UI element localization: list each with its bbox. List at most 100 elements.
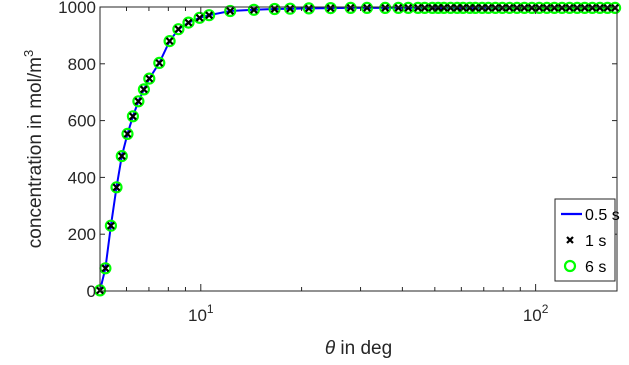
axes-box (99, 6, 618, 292)
data-point-6s (503, 1, 516, 15)
y-axis-superscript: 3 (21, 50, 36, 57)
data-point-6s (533, 1, 546, 15)
data-point-1s (123, 129, 132, 138)
legend: 0.5 s 1 s 6 s (554, 198, 620, 282)
y-tick-label: 200 (68, 225, 96, 244)
data-point-6s (132, 95, 145, 108)
x-tick-label: 102 (523, 302, 549, 325)
legend-x-marker-swatch (566, 236, 574, 244)
data-point-6s (224, 4, 237, 18)
data-point-1s (346, 3, 355, 12)
data-point-1s (145, 74, 154, 83)
data-point-1s (117, 152, 126, 161)
data-point-6s (510, 1, 524, 15)
data-point-1s (174, 25, 183, 34)
data-point-6s (601, 1, 614, 15)
data-point-1s (128, 112, 137, 121)
data-point-6s (153, 56, 166, 70)
data-point-6s (172, 23, 185, 36)
data-point-6s (110, 181, 123, 194)
data-point-1s (363, 3, 372, 12)
data-point-1s (195, 13, 204, 22)
data-point-6s (203, 9, 216, 22)
data-point-1s (558, 3, 566, 12)
data-point-1s (112, 183, 121, 192)
y-axis-label: concentration in mol/m3 (21, 50, 46, 248)
data-point-1s (595, 3, 604, 12)
data-point-1s (101, 264, 110, 273)
x-tick-label: 101 (188, 302, 214, 325)
data-point-6s (247, 3, 260, 16)
data-point-6s (496, 1, 509, 15)
data-point-6s (104, 219, 118, 232)
data-point-1s (550, 3, 559, 12)
data-point-1s (106, 221, 115, 230)
data-point-1s (404, 3, 413, 12)
data-point-1s (573, 3, 582, 12)
y-axis-text: concentration in mol/m (25, 57, 46, 248)
data-point-1s (513, 3, 521, 12)
data-point-1s (304, 4, 313, 13)
data-point-1s (134, 97, 143, 106)
y-tick-label: 600 (68, 112, 96, 131)
data-point-1s (491, 3, 500, 12)
data-point-1s (535, 3, 544, 12)
y-tick-label: 800 (68, 55, 96, 74)
data-point-1s (484, 3, 493, 12)
data-point-6s (525, 1, 539, 15)
data-point-1s (520, 3, 529, 12)
data-point-6s (608, 1, 622, 15)
data-point-6s (379, 1, 392, 15)
data-point-1s (205, 11, 214, 20)
x-axis-label: θ in deg (325, 338, 392, 359)
data-point-6s (115, 150, 128, 163)
data-point-6s (284, 2, 297, 15)
data-point-6s (548, 1, 561, 15)
data-point-1s (498, 3, 507, 12)
data-point-1s (226, 6, 235, 15)
data-point-6s (324, 2, 337, 15)
x-axis-symbol: θ (325, 338, 336, 359)
data-point-6s (121, 127, 134, 140)
y-tick-label: 0 (87, 282, 96, 301)
data-point-6s (360, 1, 374, 15)
data-point-6s (571, 1, 584, 15)
data-point-6s (578, 1, 591, 15)
data-point-1s (471, 3, 480, 12)
data-point-1s (565, 3, 574, 12)
y-tick-label: 400 (68, 168, 96, 187)
data-point-6s (143, 72, 156, 85)
data-point-1s (420, 3, 429, 12)
y-tick-label: 1000 (58, 0, 96, 17)
data-point-6s (344, 1, 357, 15)
data-point-6s (489, 1, 502, 15)
data-point-1s (184, 18, 193, 27)
legend-circle-marker-swatch (563, 259, 577, 273)
data-point-1s (139, 85, 148, 94)
legend-label-0: 0.5 s (585, 207, 620, 224)
data-point-1s (165, 37, 174, 46)
legend-label-2: 6 s (585, 259, 606, 276)
data-point-6s (418, 1, 431, 15)
data-point-6s (182, 16, 195, 29)
data-point-6s (586, 1, 599, 15)
data-point-1s (155, 58, 164, 67)
data-point-6s (555, 1, 569, 15)
data-point-1s (446, 3, 455, 12)
data-point-1s (249, 5, 258, 14)
data-point-6s (302, 2, 315, 15)
data-point-1s (394, 3, 403, 12)
data-point-6s (540, 1, 554, 15)
data-point-1s (414, 3, 422, 12)
data-point-6s (126, 110, 139, 123)
data-point-1s (505, 3, 514, 12)
data-point-6s (137, 83, 150, 96)
data-point-1s (588, 3, 597, 12)
data-point-1s (527, 3, 536, 12)
data-point-6s (411, 1, 425, 15)
legend-label-1: 1 s (585, 233, 606, 250)
data-point-1s (381, 3, 390, 12)
data-point-1s (603, 3, 612, 12)
data-point-1s (453, 3, 462, 12)
data-point-1s (542, 3, 551, 12)
